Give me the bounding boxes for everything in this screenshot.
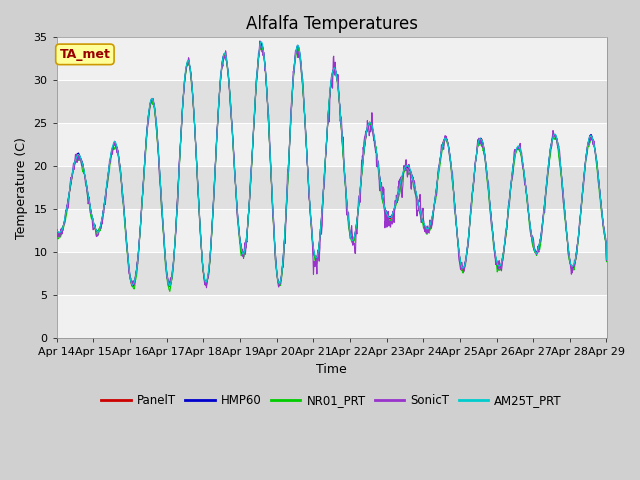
AM25T_PRT xyxy=(53,227,61,232)
Bar xyxy=(57,295,607,338)
SonicT xyxy=(175,164,183,169)
HMP60 xyxy=(258,40,266,46)
Bar xyxy=(57,166,607,209)
Bar xyxy=(57,209,607,252)
SonicT xyxy=(603,257,611,263)
HMP60 xyxy=(175,160,183,166)
AM25T_PRT xyxy=(237,243,244,249)
HMP60 xyxy=(490,237,497,242)
AM25T_PRT xyxy=(166,283,173,288)
NR01_PRT xyxy=(538,228,546,233)
NR01_PRT xyxy=(166,288,173,294)
NR01_PRT xyxy=(258,43,266,49)
SonicT xyxy=(203,285,211,291)
NR01_PRT xyxy=(603,259,611,264)
PanelT xyxy=(538,227,546,232)
AM25T_PRT xyxy=(603,256,611,262)
Line: AM25T_PRT: AM25T_PRT xyxy=(57,42,607,286)
NR01_PRT xyxy=(237,251,244,257)
PanelT xyxy=(175,162,183,168)
Bar xyxy=(57,37,607,80)
SonicT xyxy=(418,217,426,223)
Line: NR01_PRT: NR01_PRT xyxy=(57,46,607,291)
Bar xyxy=(57,80,607,123)
SonicT xyxy=(490,239,497,244)
SonicT xyxy=(162,260,170,266)
AM25T_PRT xyxy=(162,258,170,264)
PanelT xyxy=(53,227,61,233)
PanelT xyxy=(418,215,426,220)
Text: TA_met: TA_met xyxy=(60,48,110,61)
Y-axis label: Temperature (C): Temperature (C) xyxy=(15,137,28,239)
AM25T_PRT xyxy=(538,226,546,231)
Line: PanelT: PanelT xyxy=(57,45,607,287)
PanelT xyxy=(162,264,170,270)
AM25T_PRT xyxy=(257,39,264,45)
AM25T_PRT xyxy=(490,237,497,242)
PanelT xyxy=(258,42,266,48)
HMP60 xyxy=(166,283,173,289)
HMP60 xyxy=(418,216,426,222)
Legend: PanelT, HMP60, NR01_PRT, SonicT, AM25T_PRT: PanelT, HMP60, NR01_PRT, SonicT, AM25T_P… xyxy=(97,389,566,411)
Line: HMP60: HMP60 xyxy=(57,43,607,286)
Bar xyxy=(57,123,607,166)
HMP60 xyxy=(603,257,611,263)
HMP60 xyxy=(53,227,61,232)
AM25T_PRT xyxy=(418,215,426,221)
Bar xyxy=(57,252,607,295)
HMP60 xyxy=(538,226,546,231)
PanelT xyxy=(490,238,497,244)
PanelT xyxy=(237,245,244,251)
HMP60 xyxy=(162,258,170,264)
NR01_PRT xyxy=(53,233,61,239)
NR01_PRT xyxy=(162,264,170,270)
SonicT xyxy=(538,229,546,235)
PanelT xyxy=(603,257,611,263)
NR01_PRT xyxy=(418,218,426,224)
SonicT xyxy=(256,38,264,44)
X-axis label: Time: Time xyxy=(316,362,347,375)
Line: SonicT: SonicT xyxy=(57,41,607,288)
SonicT xyxy=(237,240,244,246)
NR01_PRT xyxy=(175,163,183,168)
AM25T_PRT xyxy=(175,161,183,167)
NR01_PRT xyxy=(490,242,497,248)
SonicT xyxy=(53,227,61,233)
Title: Alfalfa Temperatures: Alfalfa Temperatures xyxy=(246,15,418,33)
PanelT xyxy=(129,284,136,289)
HMP60 xyxy=(237,243,244,249)
